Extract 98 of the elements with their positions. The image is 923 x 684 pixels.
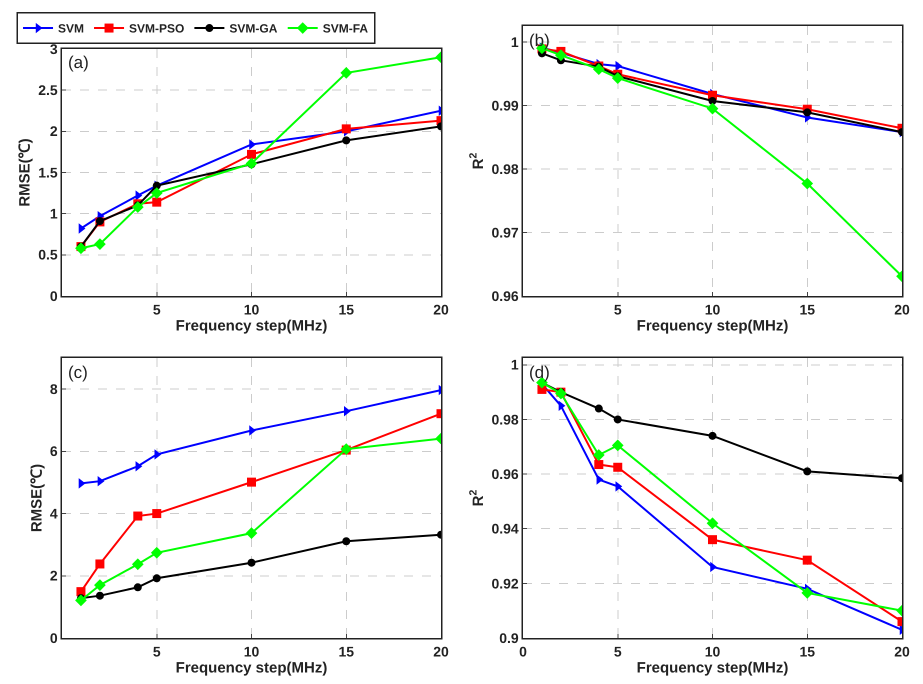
- point: [152, 574, 161, 582]
- point: [594, 404, 603, 413]
- point: [75, 594, 87, 606]
- x-tick-label: 5: [614, 301, 622, 318]
- point: [612, 72, 624, 84]
- point: [150, 187, 163, 199]
- point: [803, 108, 812, 116]
- point: [96, 592, 104, 600]
- x-tick-label: 10: [704, 643, 720, 660]
- x-tick-label: 15: [799, 643, 816, 660]
- legend-label: SVM: [58, 22, 84, 36]
- y-tick-label: 1: [510, 356, 519, 373]
- y-tick-label: 1: [510, 34, 519, 50]
- point: [132, 558, 144, 570]
- y-tick-label: 0.99: [491, 97, 519, 114]
- y-tick-label: 4: [50, 505, 58, 522]
- point: [340, 443, 352, 456]
- x-tick-label: 10: [704, 301, 720, 318]
- x-tick-label: 10: [244, 301, 260, 318]
- point: [592, 449, 605, 461]
- point: [555, 49, 567, 62]
- x-tick-label: 20: [433, 301, 449, 318]
- point: [95, 559, 104, 568]
- point: [555, 388, 567, 400]
- point: [708, 535, 717, 544]
- y-tick-label: 0: [50, 288, 58, 304]
- point: [708, 432, 716, 440]
- point: [594, 460, 604, 470]
- x-tick-label: 20: [894, 301, 910, 318]
- point: [342, 124, 351, 134]
- legend-label: SVM-FA: [322, 22, 368, 36]
- x-axis-title: Frequency step(MHz): [636, 659, 788, 676]
- y-tick-label: 0.96: [491, 288, 519, 304]
- y-tick-label: 2: [50, 123, 58, 140]
- annotation: (c): [68, 363, 88, 382]
- y-tick-label: 0.96: [491, 466, 519, 482]
- y-tick-label: 0.94: [491, 520, 519, 537]
- y-axis-title: RMSE(℃): [16, 138, 34, 207]
- x-tick-label: 15: [338, 643, 354, 660]
- x-tick-label: 5: [614, 643, 622, 660]
- y-tick-label: 3: [50, 40, 58, 57]
- y-axis-title: RMSE(℃): [28, 464, 46, 532]
- annotation: (d): [529, 363, 550, 382]
- point: [706, 517, 718, 530]
- y-tick-label: 1.5: [38, 164, 58, 180]
- point: [340, 67, 352, 79]
- x-tick-label: 5: [152, 301, 161, 318]
- x-tick-label: 10: [244, 643, 260, 660]
- point: [708, 96, 716, 105]
- point: [152, 198, 162, 207]
- point: [247, 150, 256, 159]
- point: [246, 158, 258, 170]
- y-tick-label: 0: [50, 630, 58, 646]
- x-tick-label: 5: [152, 643, 161, 660]
- point: [612, 440, 624, 452]
- point: [248, 558, 256, 567]
- point: [803, 467, 812, 476]
- point: [342, 136, 350, 144]
- point: [94, 238, 106, 250]
- y-tick-label: 2: [50, 568, 58, 584]
- annotation: (a): [68, 53, 89, 72]
- point: [132, 201, 144, 213]
- point: [134, 583, 142, 592]
- point: [801, 178, 814, 190]
- point: [152, 509, 162, 518]
- y-tick-label: 0.97: [491, 224, 519, 240]
- point: [613, 462, 622, 472]
- x-axis-title: Frequency step(MHz): [176, 317, 328, 334]
- legend-label: SVM-PSO: [129, 22, 184, 36]
- point: [802, 556, 812, 565]
- point: [150, 546, 163, 559]
- point: [94, 579, 106, 591]
- x-axis-title: Frequency step(MHz): [176, 659, 328, 676]
- point: [75, 242, 87, 254]
- point: [246, 527, 258, 540]
- y-tick-label: 0.98: [491, 160, 519, 177]
- y-tick-label: 0.9: [499, 630, 519, 646]
- y-tick-label: 0.98: [491, 411, 519, 428]
- annotation: (b): [529, 31, 550, 50]
- y-tick-label: 0.5: [38, 246, 58, 263]
- y-tick-label: 0.92: [491, 575, 519, 592]
- point: [801, 587, 814, 599]
- point: [133, 512, 142, 521]
- y-tick-label: 1: [50, 206, 58, 222]
- y-tick-label: 6: [50, 443, 58, 460]
- x-axis-title: Frequency step(MHz): [636, 317, 788, 334]
- point: [614, 415, 622, 424]
- y-tick-label: 8: [50, 381, 58, 398]
- x-tick-label: 15: [799, 301, 816, 318]
- x-tick-label: 15: [338, 301, 354, 318]
- point: [247, 478, 256, 487]
- point: [342, 537, 350, 546]
- point: [592, 63, 605, 76]
- y-tick-label: 2.5: [38, 82, 58, 98]
- point: [706, 102, 718, 114]
- x-tick-label: 20: [433, 643, 449, 660]
- x-tick-label: 20: [894, 643, 910, 660]
- legend-label: SVM-GA: [229, 22, 278, 36]
